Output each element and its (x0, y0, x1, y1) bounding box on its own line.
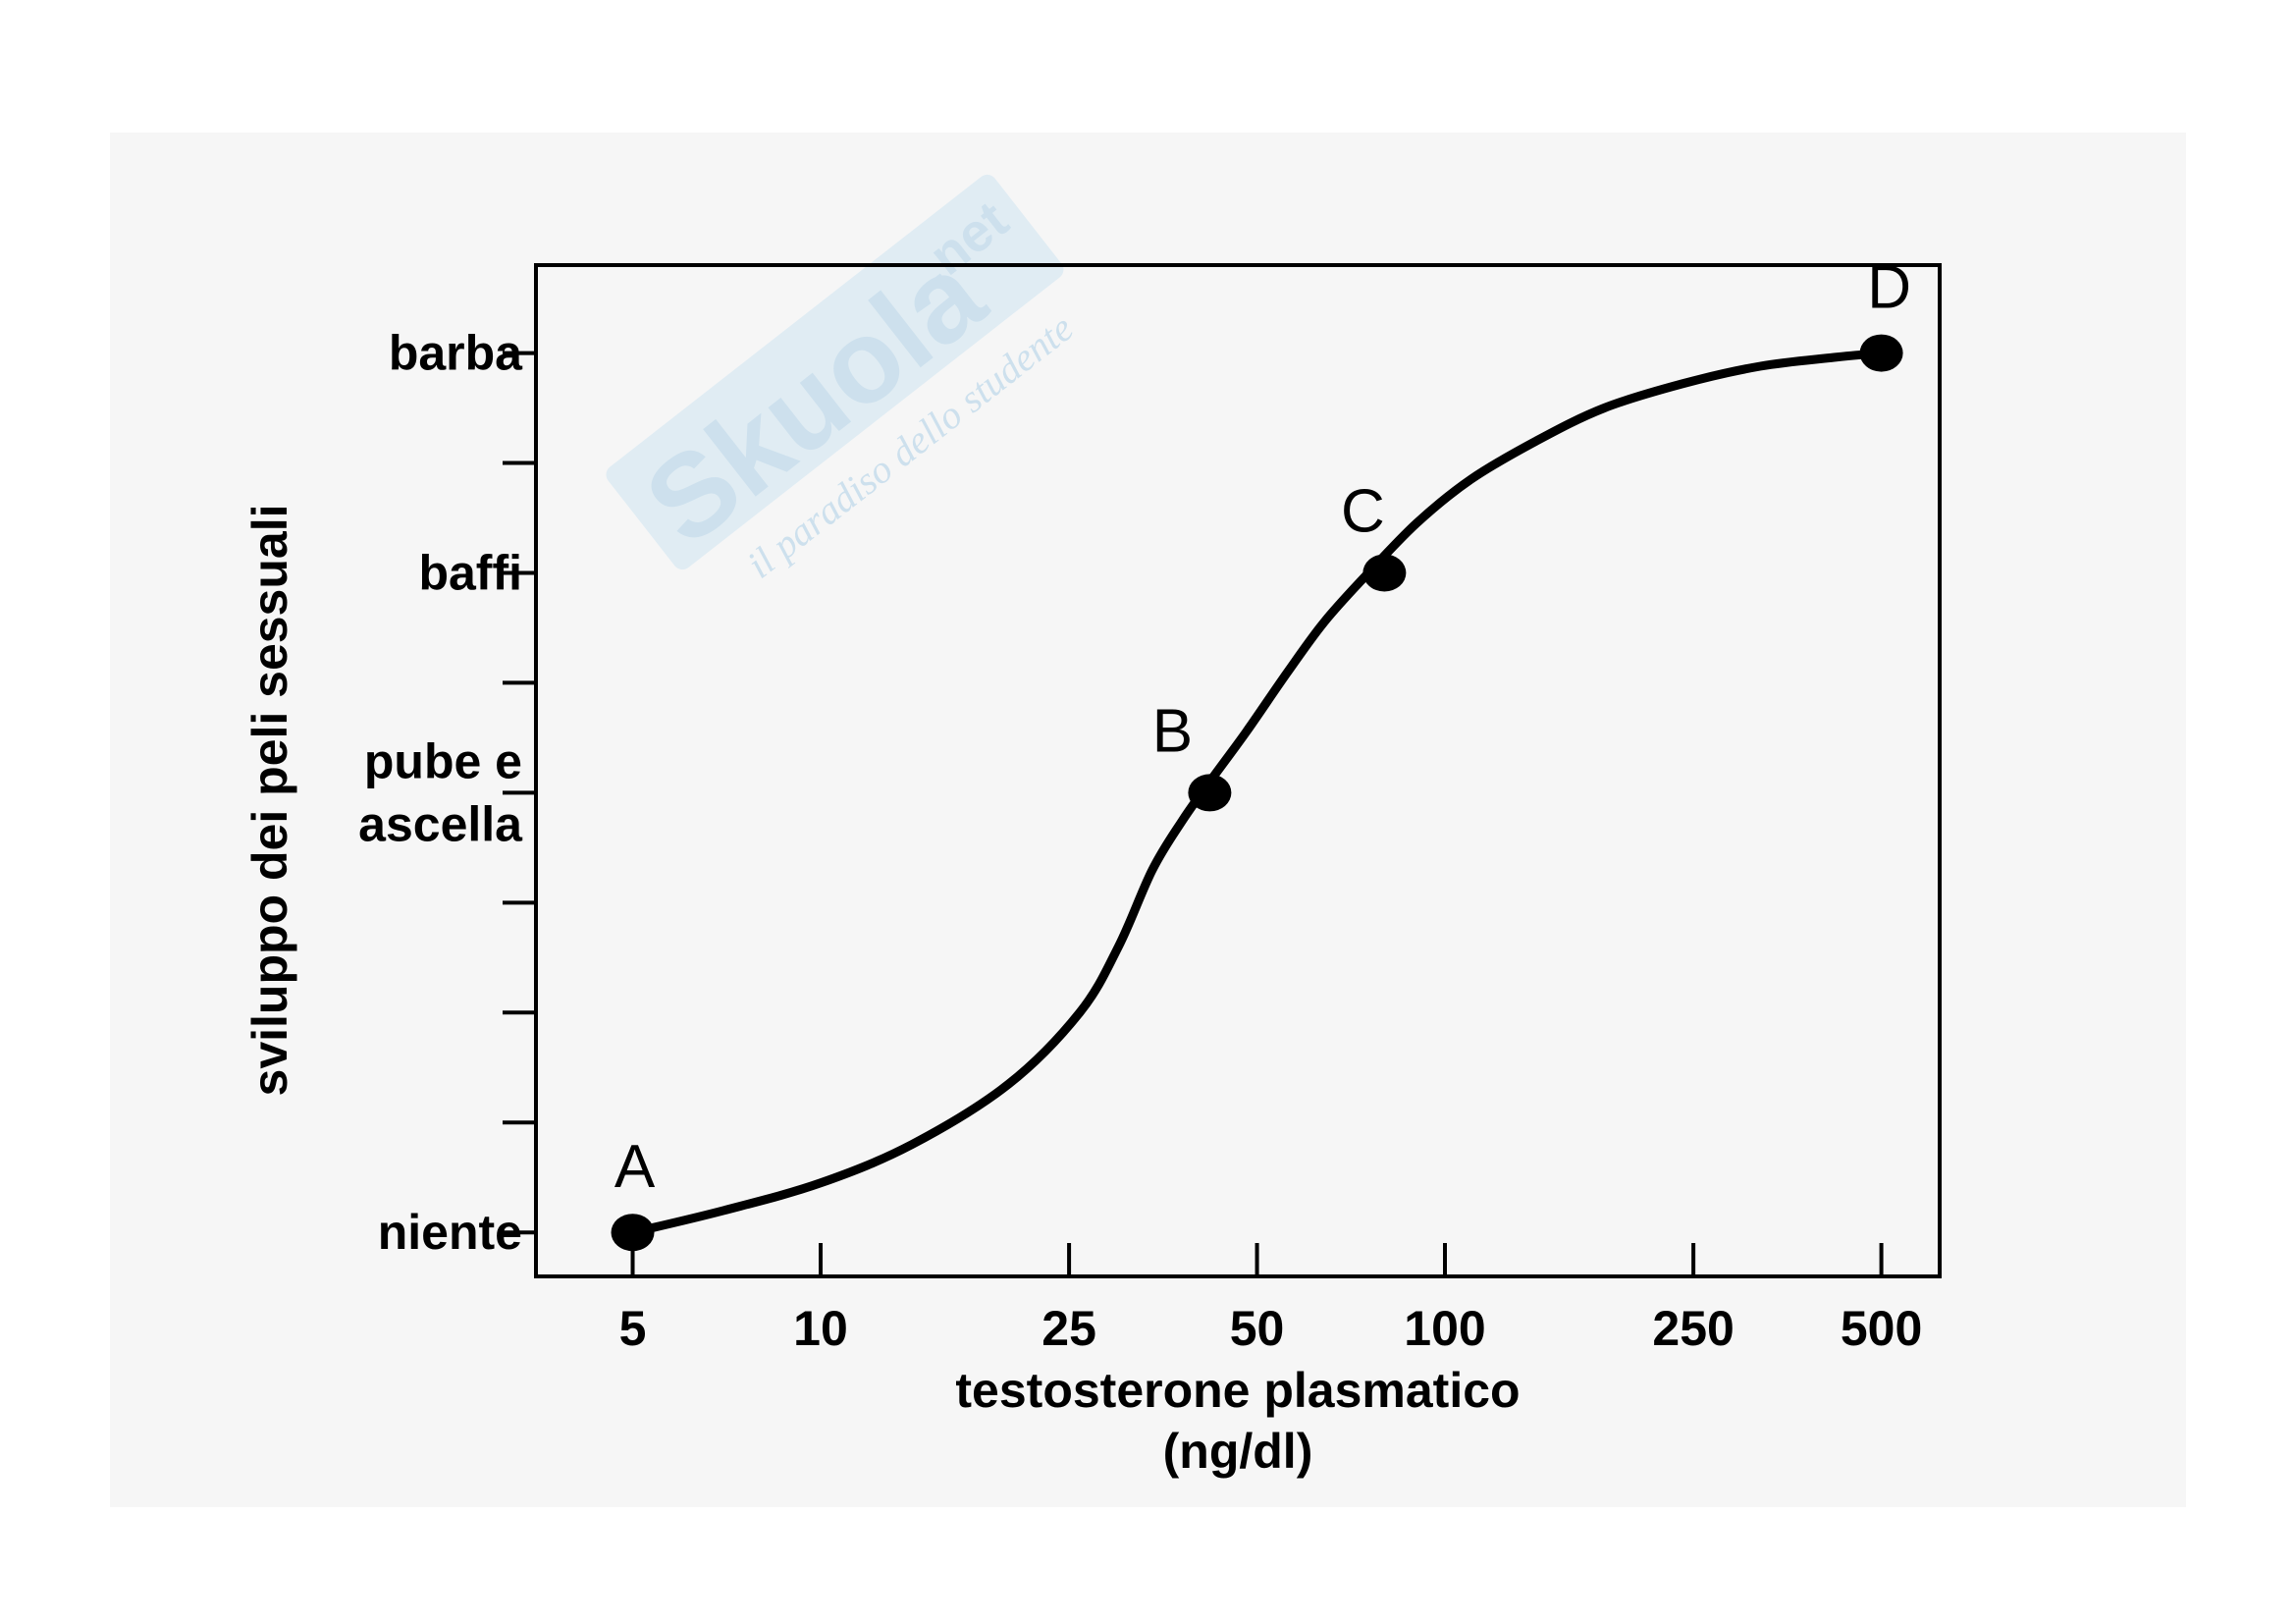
x-tick-label: 500 (1841, 1301, 1922, 1356)
y-axis-title: sviluppo dei peli sessuali (242, 505, 297, 1097)
y-tick-label: barba (389, 326, 523, 381)
x-axis-title: testosterone plasmatico (955, 1363, 1520, 1418)
y-axis-ticks (503, 351, 536, 1235)
data-point (1188, 774, 1232, 812)
series-line (628, 349, 1887, 1237)
data-point (1362, 554, 1407, 592)
x-tick-label: 50 (1230, 1301, 1285, 1356)
x-tick-label: 100 (1404, 1301, 1485, 1356)
plot-frame (534, 263, 1942, 1278)
y-tick-label: niente (378, 1205, 522, 1260)
data-points: A B C D (611, 254, 1911, 1252)
y-tick-labels: niente pube e ascella baffi barba (358, 326, 523, 1261)
x-axis-ticks (630, 1243, 1884, 1276)
y-tick-label: baffi (418, 545, 522, 600)
x-tick-label: 250 (1652, 1301, 1734, 1356)
point-label: B (1152, 697, 1193, 765)
data-point (1859, 334, 1903, 372)
point-label: A (614, 1133, 656, 1201)
watermark-badge (606, 174, 1064, 570)
x-tick-label: 10 (793, 1301, 848, 1356)
point-label: C (1341, 477, 1385, 545)
watermark-logo: Skuola .net il paradiso dello studente (606, 174, 1081, 587)
x-tick-labels: 5 10 25 50 100 250 500 (619, 1301, 1923, 1356)
y-tick-label: pube e (364, 733, 522, 788)
point-label: D (1867, 254, 1911, 322)
data-point (611, 1214, 655, 1252)
x-axis-unit: (ng/dl) (1163, 1424, 1313, 1479)
x-tick-label: 5 (619, 1301, 647, 1356)
x-tick-label: 25 (1041, 1301, 1096, 1356)
y-tick-label: ascella (358, 796, 523, 851)
